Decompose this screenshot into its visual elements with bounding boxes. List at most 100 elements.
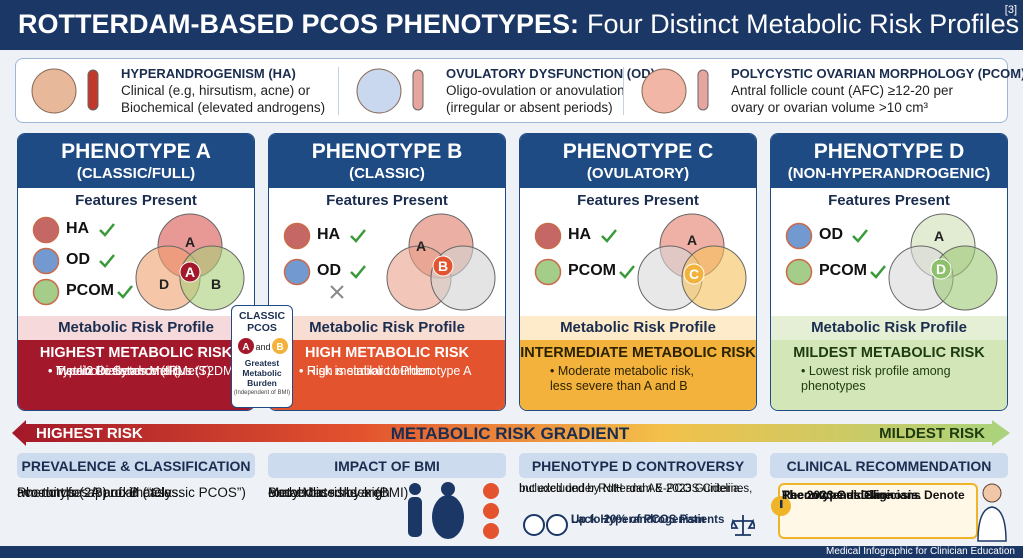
scale — [731, 515, 755, 536]
badge-text: Greatest — [244, 358, 280, 368]
feature-icon — [32, 247, 60, 275]
reference: [3] — [1004, 4, 1017, 16]
venn-label: C — [689, 266, 699, 282]
callout — [778, 483, 978, 539]
feature-icon — [32, 278, 60, 306]
title-rest: Four Distinct Metabolic Risk Profiles — [587, 9, 1020, 39]
badge-and: and — [255, 342, 270, 352]
check-mark — [619, 265, 635, 279]
check — [619, 265, 635, 279]
card-header: PHENOTYPE D (NON-HYPERANDROGENIC) — [771, 134, 1007, 188]
features-heading: Features Present — [828, 192, 950, 209]
gradient-left: HIGHEST RISK — [36, 425, 143, 442]
feature-label: HA — [66, 220, 90, 237]
risk-heading: Metabolic Risk Profile — [520, 316, 756, 340]
feature-icon — [534, 222, 562, 250]
card-header: PHENOTYPE B (CLASSIC) — [269, 134, 505, 188]
info-line: account for approximately — [17, 485, 172, 500]
criteria-text: (irregular or absent periods) — [446, 100, 613, 115]
icon-shape — [534, 258, 562, 286]
icon-shape — [31, 68, 77, 114]
feature-label: HA — [317, 226, 341, 243]
info-line: Phenotypes A and B (“Classic PCOS”) — [17, 485, 246, 500]
info-title: IMPACT OF BMI — [268, 453, 506, 478]
criteria-strip: HYPERANDROGENISM (HA) Clinical (e.g, hirs… — [15, 58, 1023, 123]
check-mark — [99, 254, 115, 268]
alert-bar — [780, 500, 783, 508]
criteria-text: Clinical (e.g, hirsutism, acne) or — [121, 83, 311, 98]
feature-icon — [283, 222, 311, 250]
venn-circle — [179, 245, 245, 311]
check-mark — [350, 229, 366, 243]
venn-label: A — [185, 234, 195, 250]
venn-label: D — [159, 276, 169, 292]
risk-level-panel: MILDEST METABOLIC RISK Lowest risk profil… — [771, 340, 1007, 410]
icon-shape — [87, 69, 99, 111]
feature-label: OD — [66, 251, 90, 268]
criteria-icon — [641, 68, 709, 114]
divider — [338, 67, 339, 115]
check-mark — [99, 223, 115, 237]
doctor-icon — [977, 483, 1007, 542]
criteria-icon — [31, 68, 99, 114]
badge-text: Burden — [247, 378, 277, 388]
criteria-text: Biochemical (elevated androgens) — [121, 100, 326, 115]
features-heading: Features Present — [577, 192, 699, 209]
icon-shape — [785, 258, 813, 286]
gradient-right: MILDEST RISK — [879, 425, 985, 442]
icon-shape — [356, 68, 402, 114]
info-box: PHENOTYPE D CONTROVERSY Included under Ro… — [519, 453, 757, 545]
divider — [623, 67, 624, 115]
feature-label: HA — [568, 226, 592, 243]
icon-shape — [534, 222, 562, 250]
phenotype-card: PHENOTYPE D (NON-HYPERANDROGENIC) Features… — [770, 133, 1008, 411]
venn-circle — [430, 245, 496, 311]
features-heading: Features Present — [75, 192, 197, 209]
info-title: PREVALENCE & CLASSIFICATION — [17, 453, 255, 478]
venn-highlight — [930, 258, 952, 280]
check-mark — [601, 229, 617, 243]
venn-label: B — [211, 276, 221, 292]
info-box: PREVALENCE & CLASSIFICATION Phenotypes A … — [17, 453, 255, 545]
check-mark — [350, 265, 366, 279]
venn-circle — [681, 245, 747, 311]
venn-label: A — [416, 238, 426, 254]
doctor-body — [977, 506, 1007, 542]
phenotype-card: PHENOTYPE C (OVULATORY) Features Present HA… — [519, 133, 757, 411]
risk-gradient — [12, 420, 1010, 446]
badge-a — [238, 338, 254, 354]
check — [99, 223, 115, 237]
seal — [523, 514, 545, 536]
info-line: Recommends Clinicians Denote — [782, 488, 965, 502]
seal — [546, 514, 568, 536]
info-line: Phenotype at Diagnosis. — [782, 488, 922, 502]
icon-shape — [641, 68, 687, 114]
info-box: CLINICAL RECOMMENDATION The 2023 Guidelin… — [770, 453, 1008, 545]
feature-label: OD — [317, 262, 341, 279]
info-title: PHENOTYPE D CONTROVERSY — [519, 453, 757, 478]
feature-label: PCOM — [819, 262, 867, 279]
venn-circle — [932, 245, 998, 311]
card-header: PHENOTYPE C (OVULATORY) — [520, 134, 756, 188]
venn-highlight — [683, 263, 705, 285]
phenotype-card: PHENOTYPE B (CLASSIC) Features Present HA OD… — [268, 133, 506, 411]
seal-icons — [523, 514, 568, 536]
risk-level-panel: HIGHEST METABOLIC RISKInsulin Resistance… — [18, 340, 254, 410]
badge-a-label: A — [242, 342, 249, 353]
bullet: High metabolic burden — [299, 364, 432, 379]
phenotype-name: PHENOTYPE B — [311, 140, 463, 163]
feature-icon — [785, 222, 813, 250]
venn-label: A — [185, 264, 195, 280]
venn-diagram: AAD B — [135, 213, 245, 311]
check — [852, 229, 868, 243]
organ-icon — [483, 523, 499, 539]
phenotype-card: PHENOTYPE A (CLASSIC/FULL) Features Presen… — [17, 133, 255, 411]
alert-icon — [771, 496, 791, 516]
criteria-title: OVULATORY DYSFUNCTION (OD) — [446, 66, 655, 81]
person-body — [408, 497, 422, 537]
criteria-title: POLYCYSTIC OVARIAN MORPHOLOGY (PCOM) — [731, 66, 1023, 81]
highlight-line: Lack Hyperandrogenism — [571, 514, 706, 526]
risk-heading: Metabolic Risk Profile — [269, 316, 505, 340]
info-line: Included under Rotterdam & 2023 Guidelin… — [519, 483, 753, 495]
phenotype-name: PHENOTYPE C — [562, 140, 714, 163]
